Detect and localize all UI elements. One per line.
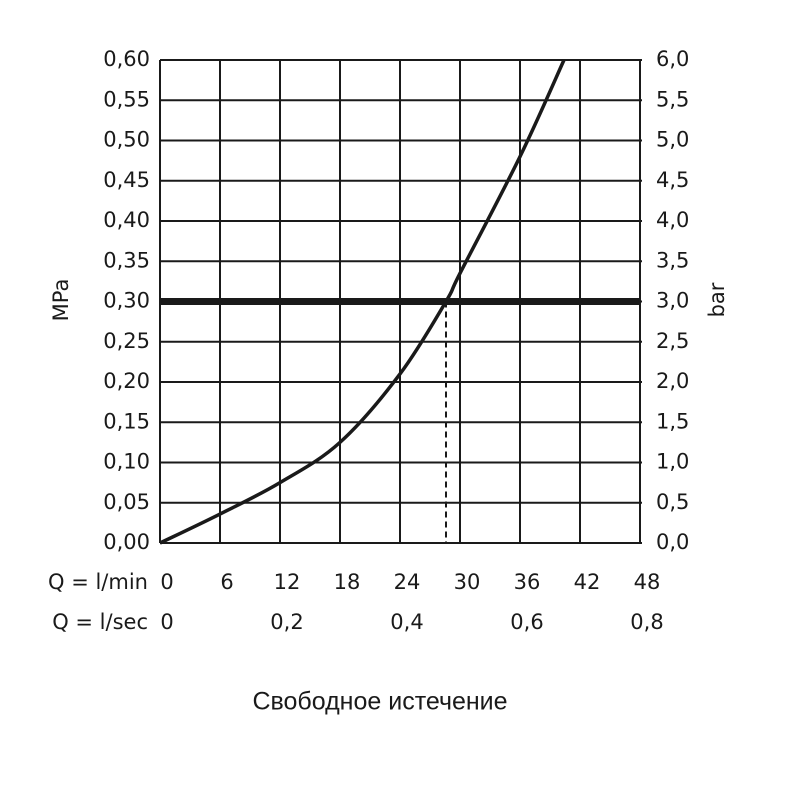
curve — [159, 59, 566, 545]
x2-tick-label: 0,8 — [630, 610, 663, 634]
y-axis-label: MPa — [49, 279, 73, 322]
y2-tick-label: 2,0 — [656, 369, 689, 393]
x-tick-label: 18 — [334, 570, 361, 594]
y2-tick-label: 4,5 — [656, 168, 689, 192]
x-tick-label: 24 — [394, 570, 421, 594]
y2-tick-label: 3,5 — [656, 248, 689, 272]
x2-tick-label: 0,4 — [390, 610, 423, 634]
x-tick-label: 48 — [634, 570, 661, 594]
x-tick-label: 30 — [454, 570, 481, 594]
y-tick-label: 0,05 — [103, 490, 150, 514]
x-tick-label: 36 — [514, 570, 541, 594]
y-tick-label: 0,15 — [103, 409, 150, 433]
caption: Свободное истечение — [252, 688, 507, 716]
x2-tick-label: 0,2 — [270, 610, 303, 634]
x2-axis-label: Q = l/sec — [52, 610, 148, 634]
x-tick-label: 42 — [574, 570, 601, 594]
y2-axis-label: bar — [705, 282, 729, 317]
y-tick-label: 0,50 — [103, 128, 150, 152]
y-tick-label: 0,35 — [103, 248, 150, 272]
y2-tick-label: 1,0 — [656, 450, 689, 474]
x2-tick-label: 0 — [160, 610, 173, 634]
y-tick-label: 0,00 — [103, 530, 150, 554]
x2-tick-label: 0,6 — [510, 610, 543, 634]
y2-tick-label: 0,0 — [656, 530, 689, 554]
y-tick-label: 0,25 — [103, 329, 150, 353]
y-tick-label: 0,55 — [103, 87, 150, 111]
y2-tick-label: 4,0 — [656, 208, 689, 232]
y2-tick-label: 2,5 — [656, 329, 689, 353]
y-tick-label: 0,40 — [103, 208, 150, 232]
y-tick-label: 0,60 — [103, 47, 150, 71]
y-tick-label: 0,45 — [103, 168, 150, 192]
y2-tick-label: 6,0 — [656, 47, 689, 71]
y-tick-label: 0,10 — [103, 450, 150, 474]
y2-tick-label: 3,0 — [656, 289, 689, 313]
y2-tick-label: 1,5 — [656, 409, 689, 433]
x-tick-label: 12 — [274, 570, 301, 594]
y-tick-label: 0,30 — [103, 289, 150, 313]
y2-tick-label: 5,5 — [656, 87, 689, 111]
x-tick-label: 6 — [220, 570, 233, 594]
y-tick-label: 0,20 — [103, 369, 150, 393]
y2-tick-label: 5,0 — [656, 128, 689, 152]
x-axis-label: Q = l/min — [48, 570, 148, 594]
y2-tick-label: 0,5 — [656, 490, 689, 514]
x-tick-label: 0 — [160, 570, 173, 594]
